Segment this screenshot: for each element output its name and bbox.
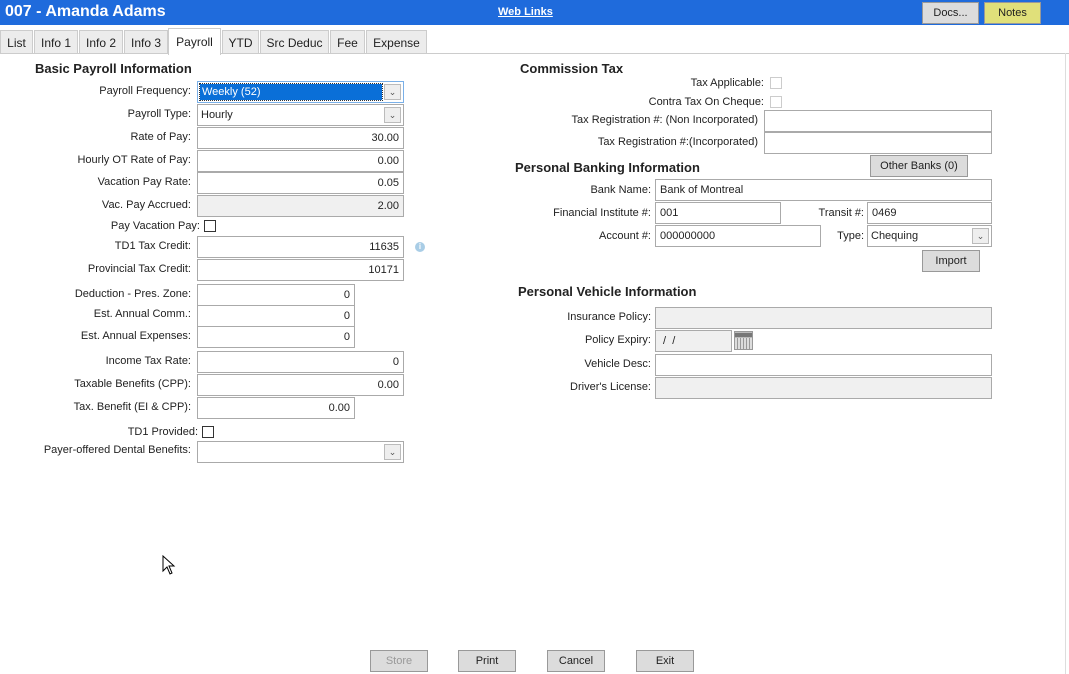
license-label: Driver's License: [570, 381, 651, 393]
tax-applicable-checkbox[interactable] [770, 77, 782, 89]
vacation-rate-input[interactable]: 0.05 [197, 172, 404, 194]
title-bar [0, 0, 1069, 25]
store-button[interactable]: Store [370, 650, 428, 672]
payroll-frequency-select[interactable]: Weekly (52) ⌄ [197, 81, 404, 103]
vehicle-desc-label: Vehicle Desc: [584, 358, 651, 370]
other-banks-button[interactable]: Other Banks (0) [870, 155, 968, 177]
pay-vacation-checkbox[interactable] [204, 220, 216, 232]
notes-button[interactable]: Notes [984, 2, 1041, 24]
vehicle-heading: Personal Vehicle Information [518, 284, 697, 299]
tax-ei-cpp-input[interactable]: 0.00 [197, 397, 355, 419]
payroll-type-label: Payroll Type: [127, 108, 191, 120]
account-type-select[interactable]: Chequing ⌄ [867, 225, 992, 247]
banking-heading: Personal Banking Information [515, 160, 700, 175]
window-title: 007 - Amanda Adams [5, 3, 166, 20]
rate-of-pay-label: Rate of Pay: [130, 131, 191, 143]
print-button[interactable]: Print [458, 650, 516, 672]
dental-label: Payer-offered Dental Benefits: [43, 444, 191, 456]
tab-list[interactable]: List [0, 30, 33, 54]
insurance-label: Insurance Policy: [567, 311, 651, 323]
payroll-type-select[interactable]: Hourly ⌄ [197, 104, 404, 126]
rate-of-pay-input[interactable]: 30.00 [197, 127, 404, 149]
taxable-cpp-label: Taxable Benefits (CPP): [74, 378, 191, 390]
tab-info-2[interactable]: Info 2 [79, 30, 123, 54]
tax-ei-cpp-label: Tax. Benefit (EI & CPP): [73, 401, 191, 413]
taxable-cpp-input[interactable]: 0.00 [197, 374, 404, 396]
hourly-ot-label: Hourly OT Rate of Pay: [77, 154, 191, 166]
annual-exp-label: Est. Annual Expenses: [80, 330, 191, 342]
income-tax-input[interactable]: 0 [197, 351, 404, 373]
provincial-label: Provincial Tax Credit: [87, 263, 191, 275]
annual-comm-input[interactable]: 0 [197, 305, 355, 327]
payroll-type-value: Hourly [201, 109, 233, 121]
policy-expiry-label: Policy Expiry: [584, 334, 651, 346]
panel-border-right [1065, 53, 1066, 674]
account-type-label: Type: [837, 230, 864, 242]
provincial-input[interactable]: 10171 [197, 259, 404, 281]
tax-applicable-label: Tax Applicable: [690, 77, 764, 89]
panel-border [0, 53, 1069, 54]
import-button[interactable]: Import [922, 250, 980, 272]
mouse-cursor-icon [162, 555, 176, 575]
dental-select[interactable]: ⌄ [197, 441, 404, 463]
exit-button[interactable]: Exit [636, 650, 694, 672]
transit-input[interactable]: 0469 [867, 202, 992, 224]
income-tax-label: Income Tax Rate: [105, 355, 191, 367]
web-links-link[interactable]: Web Links [498, 6, 553, 18]
tax-reg-non-label: Tax Registration #: (Non Incorporated) [571, 114, 758, 126]
vehicle-desc-input[interactable] [655, 354, 992, 376]
annual-comm-label: Est. Annual Comm.: [93, 308, 191, 320]
policy-expiry-input[interactable]: / / [655, 330, 732, 352]
tab-payroll[interactable]: Payroll [168, 28, 221, 55]
tab-fee[interactable]: Fee [330, 30, 365, 54]
pay-vacation-label: Pay Vacation Pay: [110, 220, 200, 232]
pres-zone-label: Deduction - Pres. Zone: [74, 288, 191, 300]
insurance-input[interactable] [655, 307, 992, 329]
license-input[interactable] [655, 377, 992, 399]
institute-label: Financial Institute #: [553, 207, 651, 219]
account-type-value: Chequing [871, 230, 919, 242]
td1-input[interactable]: 11635 [197, 236, 404, 258]
contra-tax-label: Contra Tax On Cheque: [648, 96, 764, 108]
hourly-ot-input[interactable]: 0.00 [197, 150, 404, 172]
institute-input[interactable]: 001 [655, 202, 781, 224]
vac-accrued-input: 2.00 [197, 195, 404, 217]
annual-exp-input[interactable]: 0 [197, 326, 355, 348]
tab-info-3[interactable]: Info 3 [124, 30, 168, 54]
bank-name-input[interactable]: Bank of Montreal [655, 179, 992, 201]
calendar-icon[interactable] [734, 331, 753, 350]
tab-info-1[interactable]: Info 1 [34, 30, 78, 54]
chevron-down-icon[interactable]: ⌄ [384, 84, 401, 100]
tab-ytd[interactable]: YTD [222, 30, 259, 54]
td1-provided-checkbox[interactable] [202, 426, 214, 438]
vac-accrued-label: Vac. Pay Accrued: [101, 199, 191, 211]
account-input[interactable]: 000000000 [655, 225, 821, 247]
payroll-frequency-value: Weekly (52) [199, 83, 383, 101]
docs-button[interactable]: Docs... [922, 2, 979, 24]
tab-expense[interactable]: Expense [366, 30, 427, 54]
info-icon[interactable]: i [415, 242, 425, 252]
td1-provided-label: TD1 Provided: [127, 426, 198, 438]
chevron-down-icon[interactable]: ⌄ [384, 107, 401, 123]
pres-zone-input[interactable]: 0 [197, 284, 355, 306]
chevron-down-icon[interactable]: ⌄ [972, 228, 989, 244]
tax-reg-non-input[interactable] [764, 110, 992, 132]
td1-label: TD1 Tax Credit: [114, 240, 191, 252]
cancel-button[interactable]: Cancel [547, 650, 605, 672]
tax-reg-inc-input[interactable] [764, 132, 992, 154]
commission-tax-heading: Commission Tax [520, 61, 624, 76]
chevron-down-icon[interactable]: ⌄ [384, 444, 401, 460]
vacation-rate-label: Vacation Pay Rate: [97, 176, 191, 188]
tab-src-deduc[interactable]: Src Deduc [260, 30, 329, 54]
payroll-frequency-label: Payroll Frequency: [99, 85, 191, 97]
basic-payroll-heading: Basic Payroll Information [35, 61, 192, 76]
transit-label: Transit #: [818, 207, 864, 219]
bank-name-label: Bank Name: [590, 184, 651, 196]
tax-reg-inc-label: Tax Registration #:(Incorporated) [597, 136, 758, 148]
account-label: Account #: [599, 230, 651, 242]
contra-tax-checkbox[interactable] [770, 96, 782, 108]
